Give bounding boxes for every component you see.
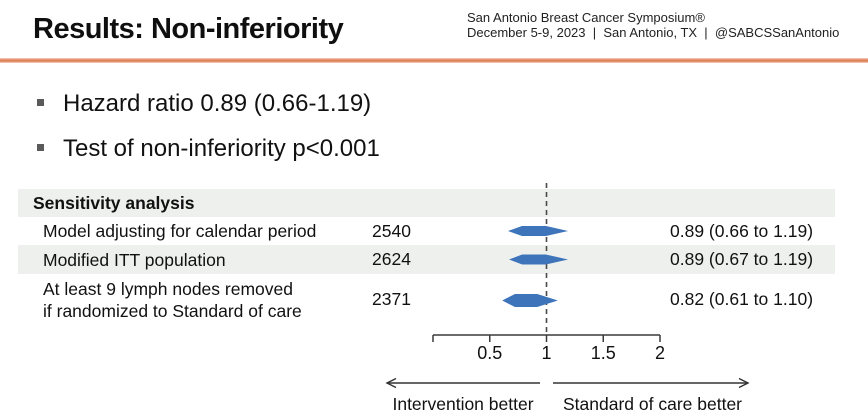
svg-text:0.5: 0.5 (477, 343, 502, 363)
row-n-value: 2371 (372, 289, 411, 309)
row-estimate-text: 0.82 (0.61 to 1.10) (670, 289, 814, 309)
svg-text:1: 1 (541, 343, 551, 363)
table-header-row: Sensitivity analysis (18, 189, 835, 217)
bullet-noninferiority-test: Test of non-inferiority p<0.001 (33, 135, 380, 163)
bullet-text: Hazard ratio 0.89 (0.66-1.19) (63, 90, 372, 117)
page-title: Results: Non-inferiority (33, 13, 344, 45)
svg-text:2: 2 (655, 343, 665, 363)
svg-text:1.5: 1.5 (591, 343, 616, 363)
table-header-label: Sensitivity analysis (33, 192, 195, 213)
bullet-square-icon (37, 99, 44, 106)
conference-name: San Antonio Breast Cancer Symposium® (467, 10, 705, 25)
row-estimate-text: 0.89 (0.66 to 1.19) (670, 220, 814, 241)
direction-label-left: Intervention better (392, 394, 534, 414)
table-row: At least 9 lymph nodes removed if random… (18, 274, 835, 325)
row-label: At least 9 lymph nodes removed if random… (43, 278, 302, 321)
table-row: Modified ITT population 2624 0.89 (0.67 … (18, 245, 835, 274)
bullet-text: Test of non-inferiority p<0.001 (63, 135, 380, 162)
conference-details: December 5-9, 2023 | San Antonio, TX | @… (467, 25, 840, 40)
bullet-hazard-ratio: Hazard ratio 0.89 (0.66-1.19) (33, 90, 371, 118)
table-row: Model adjusting for calendar period 2540… (18, 217, 835, 245)
conference-info: San Antonio Breast Cancer Symposium® Dec… (467, 10, 839, 40)
row-estimate-text: 0.89 (0.67 to 1.19) (670, 249, 814, 269)
row-n-value: 2624 (372, 249, 411, 269)
row-label: Model adjusting for calendar period (43, 221, 317, 241)
direction-label-right: Standard of care better (563, 394, 742, 414)
row-label: Modified ITT population (43, 249, 226, 270)
bullet-square-icon (37, 144, 44, 151)
accent-divider (0, 58, 868, 63)
row-n-value: 2540 (372, 220, 411, 241)
